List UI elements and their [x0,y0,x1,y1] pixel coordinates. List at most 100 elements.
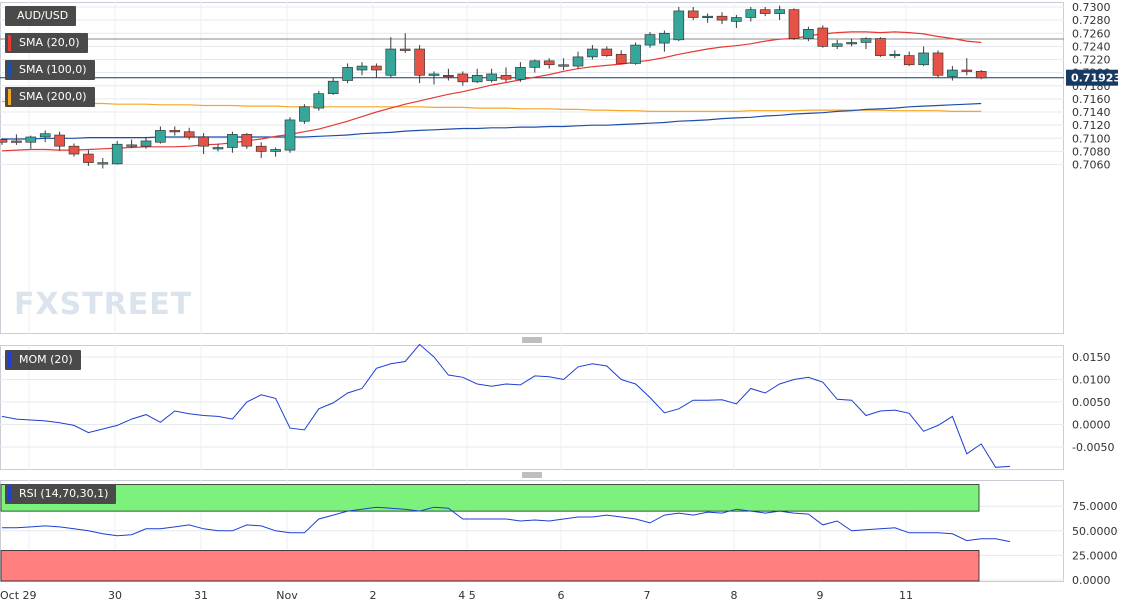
bearish-candle [975,71,987,79]
bullish-candle [25,136,37,143]
bearish-candle [759,9,771,14]
watermark-logo: FXSTREET [14,287,192,322]
bearish-candle [961,69,973,72]
sma100-swatch [8,62,11,78]
bullish-candle [918,52,929,66]
bullish-candle [39,133,51,138]
sma20-legend: SMA (20,0) [5,33,88,53]
bullish-candle [140,140,152,147]
price-panel: FXSTREET [0,5,1064,322]
bearish-candle [687,10,699,18]
bearish-candle [68,145,80,155]
bullish-candle [299,106,310,122]
bullish-candle [97,162,109,165]
bullish-candle [111,143,123,165]
x-axis-tick-label: 9 [817,589,824,602]
bullish-candle [342,67,353,81]
bearish-candle [817,27,829,47]
price-axis-tick-label: 0.7100 [1072,132,1111,145]
rsi-axis-tick-label: 75.0000 [1072,500,1118,513]
x-axis-tick-label: 2 [370,589,377,602]
price-axis-tick-label: 0.7240 [1072,40,1111,53]
bearish-candle [903,55,915,66]
price-axis-tick-label: 0.7120 [1072,119,1111,132]
rsi-legend-label: RSI (14,70,30,1) [19,487,109,500]
x-axis-tick-label: 30 [108,589,122,602]
bullish-candle [889,53,901,57]
bullish-candle [486,73,497,81]
bullish-candle [831,43,843,47]
bearish-candle [126,144,137,147]
mom-legend: MOM (20) [5,350,81,370]
price-axis-tick-label: 0.7300 [1072,1,1111,14]
bullish-candle [659,32,670,44]
rsi-oversold-zone [0,550,980,582]
bullish-candle [428,73,440,76]
bullish-candle [587,48,598,58]
bearish-candle [615,53,627,64]
rsi-legend: RSI (14,70,30,1) [5,484,117,504]
bullish-candle [774,9,785,14]
bullish-candle [284,119,296,151]
price-axis-tick-label: 0.7140 [1072,106,1111,119]
bearish-candle [716,15,728,21]
rsi-axis-tick-label: 50.0000 [1072,525,1118,538]
bullish-candle [529,60,541,68]
mom-axis-tick-label: 0.0150 [1072,351,1111,364]
bearish-candle [443,74,454,78]
x-axis-tick-label: 4 5 [458,589,476,602]
bearish-candle [183,131,195,138]
bullish-candle [673,10,685,41]
mom-legend-label: MOM (20) [19,353,73,366]
x-axis-tick-label: Nov [276,589,298,602]
sma20-legend-label: SMA (20,0) [19,36,80,49]
bearish-candle [457,73,469,83]
bearish-candle [601,48,613,56]
mom-axis-tick-label: 0.0100 [1072,374,1111,387]
bullish-candle [803,29,814,39]
price-axis-tick-label: 0.7060 [1072,159,1111,172]
bearish-candle [54,134,65,147]
bearish-candle [500,74,512,80]
price-axis-tick-label: 0.7080 [1072,145,1111,158]
x-axis-tick-label: 8 [731,589,738,602]
bearish-candle [198,136,209,147]
axes: 0.73000.72800.72600.72400.72200.72000.71… [0,1,1121,602]
bullish-candle [846,42,857,45]
bullish-candle [356,65,368,71]
bullish-candle [212,147,224,150]
grid [0,2,1064,582]
sma20-swatch [8,35,11,51]
bearish-candle [11,140,22,143]
sma200-legend: SMA (200,0) [5,87,95,107]
bullish-candle [644,34,656,46]
bullish-candle [385,48,397,76]
price-axis-tick-label: 0.7220 [1072,54,1111,67]
bearish-candle [169,130,181,133]
bullish-candle [270,149,281,152]
momentum-line [1,343,1011,468]
x-axis-tick-label: 31 [194,589,208,602]
x-axis-tick-label: Oct 29 [0,589,37,602]
sma100-legend-label: SMA (100,0) [19,63,87,76]
rsi-line [2,506,1011,543]
bearish-candle [543,60,555,66]
x-axis-tick-label: 11 [899,589,913,602]
bullish-candle [327,80,339,94]
rsi-swatch [8,486,11,502]
bullish-candle [702,15,713,18]
mom-swatch [8,352,11,368]
bearish-candle [399,48,411,51]
bearish-candle [875,38,886,56]
rsi-axis-tick-label: 25.0000 [1072,549,1118,562]
bullish-candle [572,56,584,67]
x-axis-tick-label: 7 [644,589,651,602]
rsi-panel [0,484,1011,582]
bullish-candle [630,44,641,64]
bearish-candle [255,145,267,152]
bearish-candle [0,139,8,143]
momentum-panel [1,343,1011,468]
price-axis-tick-label: 0.7280 [1072,14,1111,27]
